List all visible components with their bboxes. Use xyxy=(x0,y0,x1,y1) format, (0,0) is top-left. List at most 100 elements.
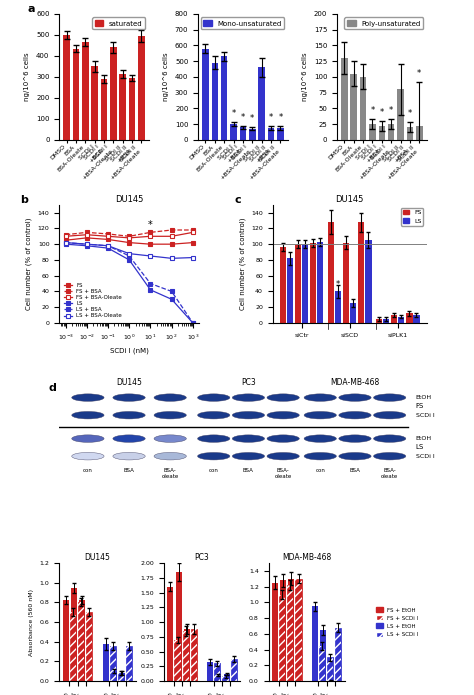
FS + BSA xyxy=(105,230,111,238)
Bar xyxy=(341,58,347,140)
Bar xyxy=(388,124,394,140)
Ellipse shape xyxy=(339,411,371,419)
Text: *: * xyxy=(148,220,153,231)
Line: FS + BSA-Oleate: FS + BSA-Oleate xyxy=(64,230,195,240)
Bar xyxy=(280,247,286,323)
LS + BSA xyxy=(147,279,153,288)
LS xyxy=(169,295,174,304)
Bar xyxy=(319,646,325,681)
Bar xyxy=(287,259,293,323)
Text: con: con xyxy=(83,468,93,473)
Title: PC3: PC3 xyxy=(195,553,210,562)
Y-axis label: Absorbance (560 nM): Absorbance (560 nM) xyxy=(29,589,34,655)
Ellipse shape xyxy=(198,435,230,443)
Text: SCDi I: SCDi I xyxy=(416,413,434,418)
LS + BSA-Oleate xyxy=(63,238,68,247)
Bar xyxy=(118,673,124,681)
Text: MDA-MB-468: MDA-MB-468 xyxy=(330,378,380,387)
Bar xyxy=(279,594,285,681)
Bar xyxy=(350,74,357,140)
Bar xyxy=(302,244,308,323)
Ellipse shape xyxy=(374,394,406,402)
FS + BSA xyxy=(127,232,132,240)
Y-axis label: ng/10^6 cells: ng/10^6 cells xyxy=(25,53,30,101)
LS + BSA xyxy=(169,287,174,295)
Bar xyxy=(202,49,209,140)
LS + BSA-Oleate xyxy=(169,254,174,263)
LS + BSA xyxy=(84,240,90,248)
Ellipse shape xyxy=(113,411,145,419)
Text: BSA: BSA xyxy=(349,468,360,473)
Ellipse shape xyxy=(374,435,406,443)
LS + BSA xyxy=(190,319,196,327)
Bar xyxy=(71,587,77,681)
Ellipse shape xyxy=(232,452,264,460)
FS + BSA-Oleate xyxy=(84,231,90,239)
LS + BSA-Oleate xyxy=(105,242,111,250)
Bar xyxy=(319,646,325,681)
Bar xyxy=(327,657,333,681)
Bar xyxy=(73,49,79,140)
LS xyxy=(190,319,196,327)
Ellipse shape xyxy=(113,452,145,460)
Bar xyxy=(224,674,229,681)
Ellipse shape xyxy=(267,411,299,419)
Text: BSA-
oleate: BSA- oleate xyxy=(381,468,398,479)
Bar xyxy=(391,315,398,323)
Text: *: * xyxy=(389,106,393,115)
Bar xyxy=(369,124,376,140)
Bar xyxy=(365,240,372,323)
Bar xyxy=(86,612,92,681)
Bar xyxy=(109,646,116,681)
Ellipse shape xyxy=(374,411,406,419)
LS + BSA xyxy=(105,242,111,250)
Bar xyxy=(279,594,285,681)
Bar xyxy=(138,36,145,140)
Title: DU145: DU145 xyxy=(336,195,364,204)
Bar xyxy=(295,579,301,681)
FS + BSA-Oleate xyxy=(105,232,111,240)
Bar xyxy=(376,319,383,323)
Bar xyxy=(63,600,69,681)
FS xyxy=(190,238,196,247)
Bar xyxy=(277,128,283,140)
Line: LS: LS xyxy=(64,242,195,325)
Ellipse shape xyxy=(154,435,186,443)
LS xyxy=(147,286,153,294)
Text: SCDi I: SCDi I xyxy=(416,454,434,459)
FS + BSA xyxy=(147,228,153,236)
LS + BSA xyxy=(63,238,68,247)
Legend: FS, FS + BSA, FS + BSA-Oleate, LS, LS + BSA, LS + BSA-Oleate: FS, FS + BSA, FS + BSA-Oleate, LS, LS + … xyxy=(62,281,124,320)
Bar xyxy=(383,319,389,323)
Bar xyxy=(174,640,181,681)
Text: *: * xyxy=(336,281,340,290)
LS xyxy=(63,240,68,248)
Y-axis label: Cell number (% of control): Cell number (% of control) xyxy=(239,218,246,310)
Bar xyxy=(79,600,85,681)
Bar xyxy=(320,630,326,681)
Bar xyxy=(295,244,301,323)
Bar xyxy=(280,580,286,681)
LS xyxy=(127,256,132,264)
Title: DU145: DU145 xyxy=(115,195,144,204)
LS xyxy=(84,242,90,250)
Bar xyxy=(287,585,293,681)
Ellipse shape xyxy=(72,435,104,443)
LS xyxy=(105,244,111,252)
Text: *: * xyxy=(370,106,374,115)
Bar xyxy=(230,124,237,140)
Ellipse shape xyxy=(154,411,186,419)
Bar xyxy=(343,243,349,323)
Ellipse shape xyxy=(198,452,230,460)
Ellipse shape xyxy=(267,435,299,443)
Y-axis label: ng/10^6 cells: ng/10^6 cells xyxy=(302,53,308,101)
Legend: Mono-unsaturated: Mono-unsaturated xyxy=(201,17,284,29)
Text: BSA: BSA xyxy=(243,468,254,473)
Text: b: b xyxy=(20,195,28,205)
Bar xyxy=(249,129,255,140)
Legend: FS, LS: FS, LS xyxy=(401,208,423,226)
Ellipse shape xyxy=(339,452,371,460)
Bar xyxy=(182,631,189,681)
Bar xyxy=(118,673,124,681)
Ellipse shape xyxy=(113,435,145,443)
